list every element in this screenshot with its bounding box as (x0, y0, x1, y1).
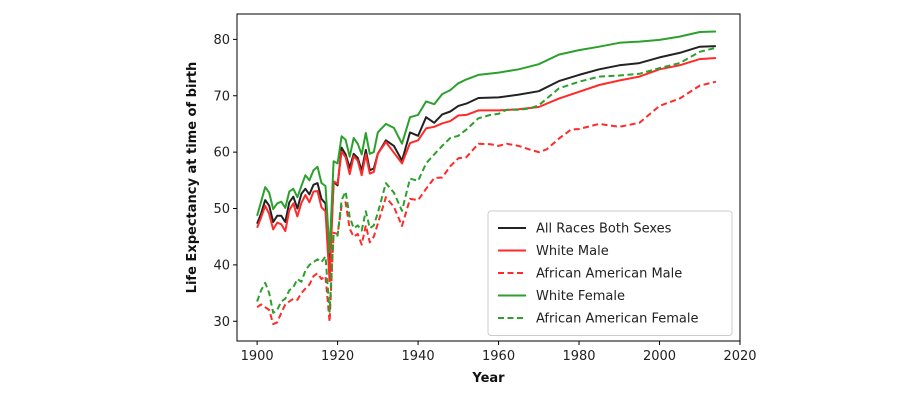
series-line-1 (256, 45, 716, 271)
series-line-4 (256, 30, 716, 254)
y-tick-label: 30 (213, 315, 230, 330)
plot-frame (236, 13, 741, 342)
x-tick-label: 1920 (321, 349, 354, 364)
legend-label: African American Female (536, 312, 698, 327)
x-tick-label: 2000 (643, 349, 676, 364)
series-line-5 (256, 46, 717, 314)
legend-label: White Female (536, 289, 625, 304)
y-tick-label: 50 (213, 202, 230, 217)
x-tick-label: 1940 (402, 349, 435, 364)
x-tick-label: 1980 (562, 349, 595, 364)
x-axis-label: Year (471, 371, 505, 386)
legend-label: All Races Both Sexes (536, 222, 672, 237)
axis-ticks: 1900 1920 1940 1960 1980 2000 2020 30 40 50 60 70 80 (213, 33, 756, 364)
legend-box (487, 210, 733, 336)
x-tick-label: 1900 (241, 349, 274, 364)
x-tick-label: 1960 (482, 349, 515, 364)
y-tick-label: 40 (213, 258, 230, 273)
y-tick-label: 60 (213, 146, 230, 161)
series-line-3 (256, 80, 717, 326)
y-axis-label: Life Expectancy at time of birth (185, 62, 200, 294)
y-tick-label: 80 (213, 33, 230, 48)
series-lines (256, 30, 717, 326)
x-tick-label: 2020 (723, 349, 756, 364)
legend-label: African American Male (536, 267, 682, 282)
plot-area (236, 13, 741, 342)
series-line-2 (256, 57, 716, 283)
legend: All Races Both Sexes White Male African Am… (487, 210, 733, 336)
legend-label: White Male (536, 244, 609, 259)
y-tick-label: 70 (213, 89, 230, 104)
